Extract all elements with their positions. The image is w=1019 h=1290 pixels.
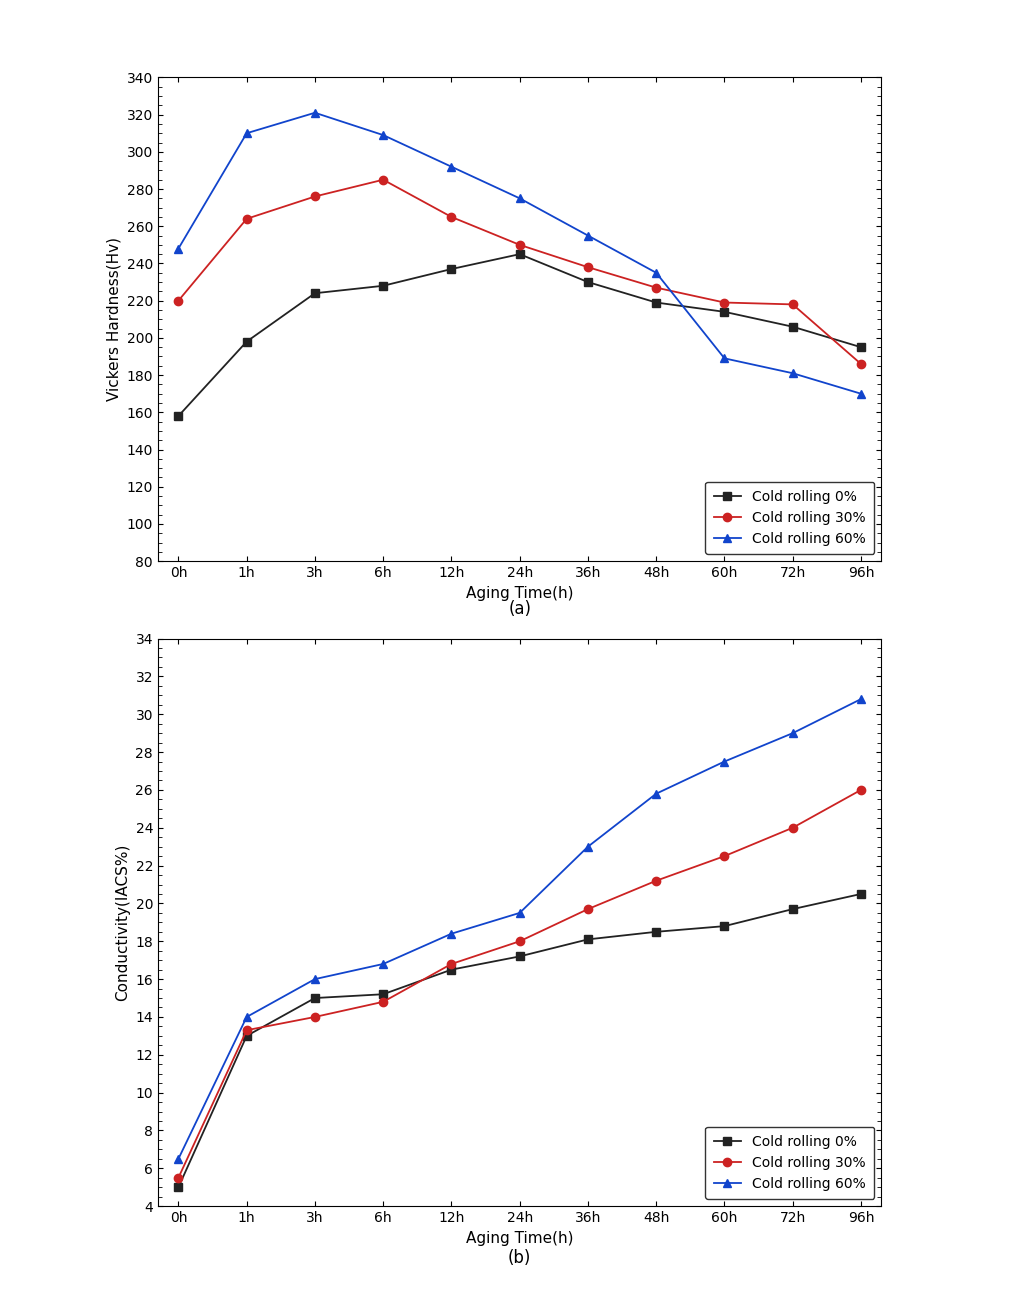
Line: Cold rolling 30%: Cold rolling 30% [174,786,865,1182]
Line: Cold rolling 60%: Cold rolling 60% [174,108,865,397]
Cold rolling 60% [582,838,594,854]
Cold rolling 60% [240,1009,253,1024]
Cold rolling 0% [172,409,184,424]
Legend: Cold rolling 0%, Cold rolling 30%, Cold rolling 60%: Cold rolling 0%, Cold rolling 30%, Cold … [705,1126,874,1200]
Cold rolling 60% [787,365,799,381]
Cold rolling 0% [172,1179,184,1195]
Cold rolling 60% [240,125,253,141]
Text: (b): (b) [508,1249,531,1267]
Legend: Cold rolling 0%, Cold rolling 30%, Cold rolling 60%: Cold rolling 0%, Cold rolling 30%, Cold … [705,481,874,555]
Cold rolling 30% [240,212,253,227]
Cold rolling 30% [309,188,321,204]
Y-axis label: Vickers Hardness(Hv): Vickers Hardness(Hv) [106,237,121,401]
Cold rolling 0% [309,285,321,301]
Cold rolling 30% [172,1170,184,1186]
Cold rolling 30% [650,873,662,889]
Line: Cold rolling 30%: Cold rolling 30% [174,175,865,368]
Cold rolling 30% [377,995,389,1010]
Cold rolling 30% [172,293,184,308]
Text: (a): (a) [508,600,531,618]
Cold rolling 60% [650,786,662,801]
Cold rolling 30% [514,934,526,949]
Cold rolling 30% [650,280,662,295]
Cold rolling 60% [582,228,594,244]
Cold rolling 0% [240,1028,253,1044]
Cold rolling 60% [514,906,526,921]
Cold rolling 0% [582,275,594,290]
Y-axis label: Conductivity(IACS%): Conductivity(IACS%) [115,844,129,1001]
Line: Cold rolling 0%: Cold rolling 0% [174,250,865,421]
Cold rolling 60% [718,351,731,366]
Cold rolling 60% [377,128,389,143]
Cold rolling 0% [718,918,731,934]
X-axis label: Aging Time(h): Aging Time(h) [466,586,574,601]
Cold rolling 30% [718,849,731,864]
Cold rolling 30% [377,172,389,187]
Cold rolling 30% [787,820,799,836]
Cold rolling 60% [514,191,526,206]
Cold rolling 60% [718,753,731,769]
Cold rolling 60% [377,956,389,971]
Cold rolling 30% [514,237,526,253]
Cold rolling 60% [787,725,799,740]
Cold rolling 0% [650,295,662,311]
Cold rolling 60% [309,104,321,120]
Cold rolling 0% [582,931,594,947]
Cold rolling 0% [377,279,389,294]
Cold rolling 60% [445,159,458,174]
Cold rolling 60% [309,971,321,987]
Cold rolling 0% [855,339,867,355]
X-axis label: Aging Time(h): Aging Time(h) [466,1231,574,1246]
Cold rolling 0% [514,246,526,262]
Cold rolling 60% [855,691,867,707]
Cold rolling 30% [445,956,458,971]
Cold rolling 30% [240,1023,253,1038]
Cold rolling 0% [787,902,799,917]
Cold rolling 0% [445,262,458,277]
Cold rolling 0% [787,319,799,334]
Cold rolling 60% [855,386,867,401]
Line: Cold rolling 0%: Cold rolling 0% [174,890,865,1192]
Cold rolling 60% [445,926,458,942]
Cold rolling 30% [582,902,594,917]
Cold rolling 0% [309,991,321,1006]
Line: Cold rolling 60%: Cold rolling 60% [174,695,865,1164]
Cold rolling 0% [650,924,662,939]
Cold rolling 30% [787,297,799,312]
Cold rolling 0% [377,987,389,1002]
Cold rolling 30% [718,295,731,311]
Cold rolling 0% [855,886,867,902]
Cold rolling 60% [172,1151,184,1166]
Cold rolling 0% [240,334,253,350]
Cold rolling 30% [855,356,867,372]
Cold rolling 30% [855,782,867,797]
Cold rolling 30% [309,1009,321,1024]
Cold rolling 0% [718,304,731,320]
Cold rolling 0% [514,948,526,964]
Cold rolling 60% [650,264,662,280]
Cold rolling 0% [445,962,458,978]
Cold rolling 30% [582,259,594,275]
Cold rolling 60% [172,241,184,257]
Cold rolling 30% [445,209,458,224]
